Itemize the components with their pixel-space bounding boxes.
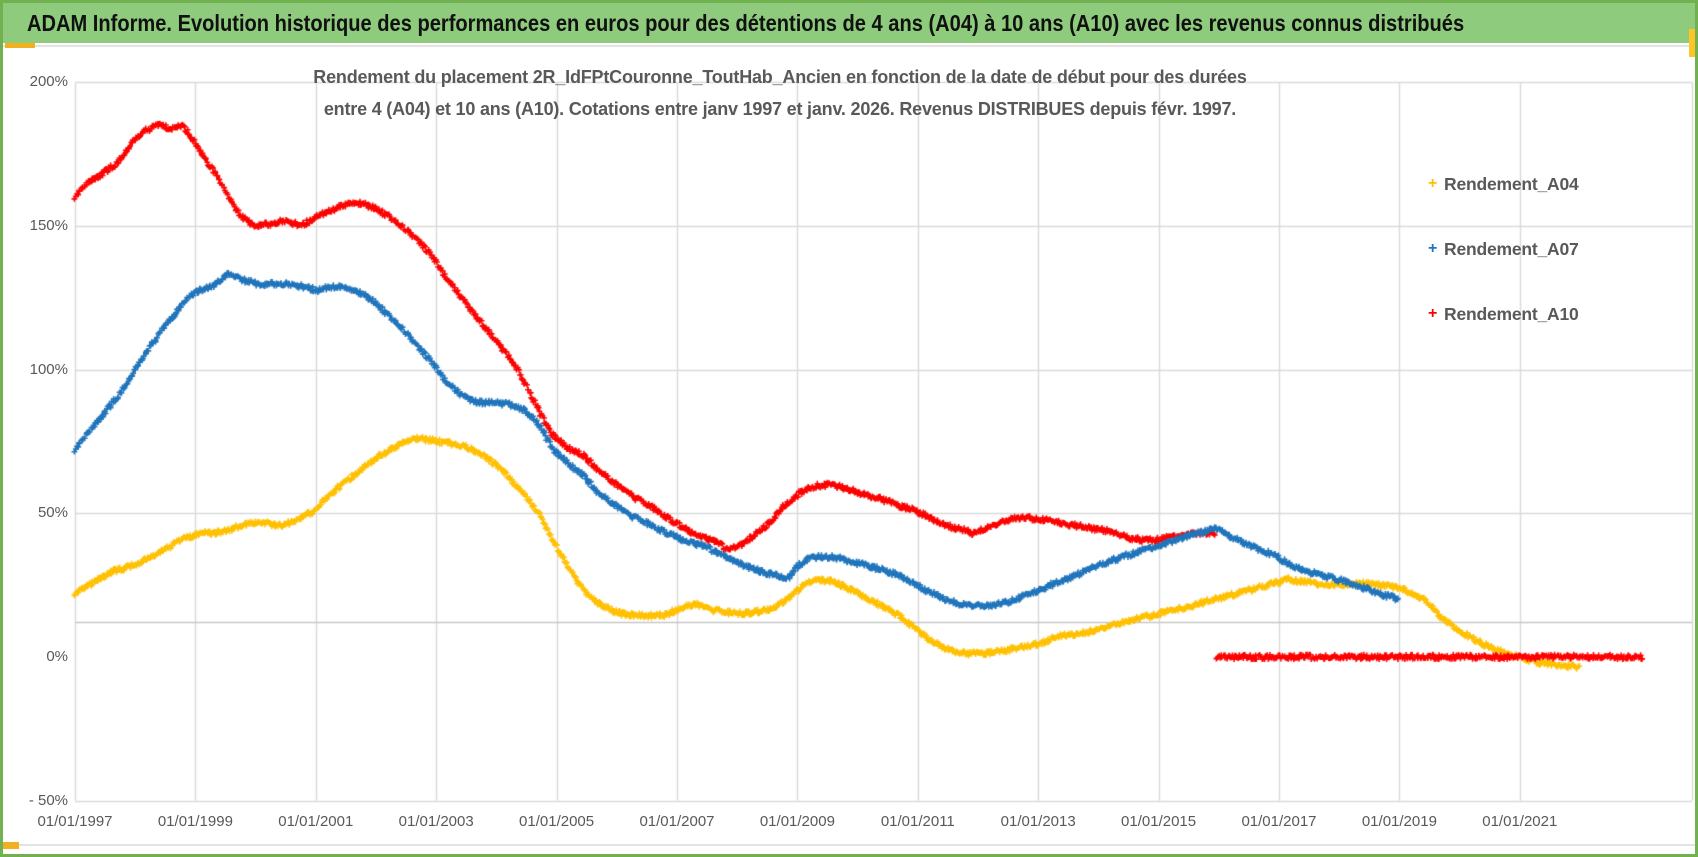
legend-label: Rendement_A10 — [1444, 303, 1579, 324]
bottom-divider — [3, 844, 1695, 846]
x-tick-label: 01/01/1997 — [37, 813, 113, 830]
x-tick-label: 01/01/2019 — [1361, 813, 1437, 830]
chart-title: Rendement du placement 2R_IdFPtCouronne_… — [280, 61, 1280, 125]
header-band: ADAM Informe. Evolution historique des p… — [3, 3, 1695, 43]
plus-marker-icon: + — [1428, 305, 1438, 322]
legend-item-a04[interactable]: + Rendement_A04 — [1428, 170, 1579, 198]
chart-title-line1: Rendement du placement 2R_IdFPtCouronne_… — [313, 67, 1247, 87]
x-tick-label: 01/01/2005 — [519, 813, 595, 830]
y-tick-label: 0% — [46, 647, 68, 665]
page-title: ADAM Informe. Evolution historique des p… — [27, 10, 1465, 36]
x-tick-label: 01/01/2017 — [1241, 813, 1317, 830]
x-tick-label: 01/01/2021 — [1482, 813, 1558, 830]
plus-marker-icon: + — [1428, 240, 1438, 257]
x-tick-label: 01/01/2013 — [1000, 813, 1076, 830]
legend-label: Rendement_A07 — [1444, 238, 1579, 259]
x-tick-label: 01/01/2009 — [759, 813, 835, 830]
y-tick-label: 100% — [29, 360, 68, 378]
x-tick-label: 01/01/2007 — [639, 813, 715, 830]
y-tick-label: 200% — [29, 73, 68, 91]
x-tick-label: 01/01/2011 — [880, 813, 955, 830]
legend-item-a10[interactable]: + Rendement_A10 — [1428, 300, 1579, 328]
x-tick-label: 01/01/1999 — [157, 813, 233, 830]
right-edge-handle — [1689, 29, 1695, 57]
top-left-handle — [5, 43, 35, 48]
y-tick-label: 50% — [37, 504, 68, 522]
x-tick-label: 01/01/2001 — [278, 813, 354, 830]
chart-title-line2: entre 4 (A04) et 10 ans (A10). Cotations… — [323, 99, 1237, 119]
plus-marker-icon: + — [1428, 175, 1438, 192]
y-tick-label: 150% — [29, 216, 68, 234]
legend-item-a07[interactable]: + Rendement_A07 — [1428, 235, 1579, 263]
x-tick-label: 01/01/2015 — [1121, 813, 1197, 830]
x-tick-label: 01/01/2003 — [398, 813, 474, 830]
top-divider — [3, 45, 1695, 47]
legend: + Rendement_A04 + Rendement_A07 + Rendem… — [1428, 170, 1579, 365]
bottom-left-handle — [3, 842, 19, 849]
y-tick-label: - 50% — [28, 791, 68, 809]
legend-label: Rendement_A04 — [1444, 173, 1579, 194]
